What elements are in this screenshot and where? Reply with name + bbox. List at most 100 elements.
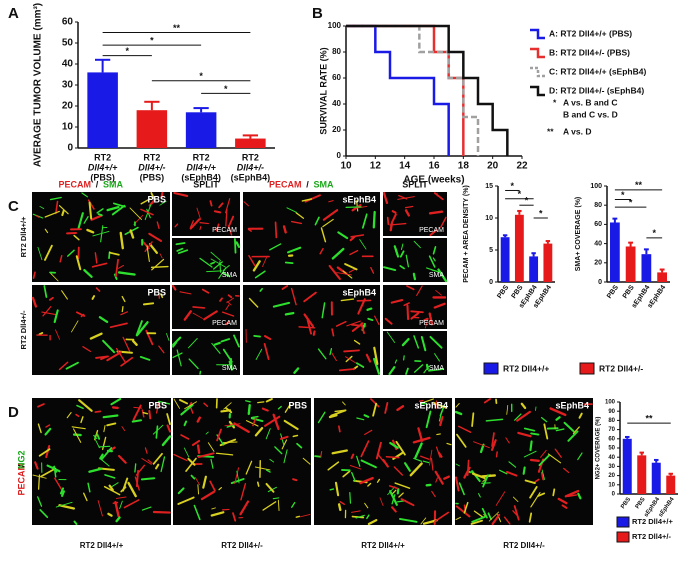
vessel: [432, 246, 437, 255]
vessel: [234, 238, 237, 254]
legend-swatch: [530, 47, 545, 59]
vessel: [423, 398, 434, 403]
vessel: [71, 426, 86, 430]
legend-swatch: [530, 85, 545, 97]
vessel: [150, 265, 169, 269]
vessel: [96, 208, 104, 214]
vessel: [391, 489, 397, 495]
vessel: [131, 419, 143, 423]
vessel: [337, 231, 349, 240]
vessel: [180, 434, 190, 440]
vessel: [129, 229, 135, 239]
vessel: [396, 405, 405, 412]
vessel: [259, 287, 263, 292]
vessel: [176, 247, 184, 252]
vessel: [423, 365, 430, 374]
vessel: [202, 475, 207, 489]
vessel: [254, 466, 271, 471]
x-tick-label: 16: [428, 161, 440, 172]
vessel: [150, 192, 156, 201]
vessel: [197, 484, 200, 495]
vessel: [292, 478, 298, 482]
bar: [500, 237, 510, 282]
vessel: [173, 191, 189, 197]
vessel: [151, 258, 165, 271]
vessel: [171, 336, 182, 346]
vessel: [222, 272, 231, 278]
legend-label: RT2 Dll4+/-: [599, 363, 643, 373]
vessel: [109, 251, 120, 256]
vessel: [495, 491, 506, 506]
vessel: [250, 417, 264, 423]
y-tick-label: 0: [67, 143, 73, 154]
vessel: [95, 287, 101, 292]
vessel: [177, 249, 189, 255]
vessel: [400, 243, 404, 250]
vessel: [135, 469, 140, 488]
significance-label: *: [199, 71, 203, 81]
vessel: [422, 317, 429, 322]
vessel: [274, 446, 283, 455]
vessel: [152, 452, 163, 465]
vessel: [201, 288, 210, 294]
significance-label: **: [635, 180, 643, 190]
vessel: [390, 298, 404, 304]
stain-label: /: [306, 179, 309, 189]
stain-label: SMA: [314, 179, 335, 189]
vessel: [455, 463, 460, 467]
vessel: [219, 261, 222, 273]
x-tick-label: PBS: [496, 284, 510, 300]
vessel: [76, 404, 84, 410]
vessel: [72, 428, 82, 443]
vessel: [350, 234, 365, 238]
vessel: [274, 221, 278, 239]
vessel: [41, 311, 58, 316]
vessel: [376, 453, 386, 464]
vessel: [45, 424, 51, 428]
vessel: [356, 417, 365, 421]
vessel: [98, 316, 109, 324]
y-tick-label: 30: [62, 80, 74, 91]
vessel: [312, 330, 316, 336]
vessel: [343, 349, 360, 353]
vessel: [134, 463, 137, 473]
vessel: [272, 413, 280, 431]
vessel: [403, 302, 410, 307]
x-tick-label: (PBS): [140, 172, 165, 182]
x-tick-label: RT2: [143, 152, 160, 162]
vessel: [458, 482, 465, 496]
vessel: [199, 225, 202, 231]
legend-label: RT2 Dll4+/-: [632, 532, 671, 541]
vessel: [372, 402, 378, 417]
vessel: [413, 240, 421, 249]
vessel: [403, 355, 405, 361]
vessel: [152, 510, 171, 514]
vessel: [383, 266, 397, 271]
treatment-label: sEphB4: [414, 400, 448, 410]
y-tick-label: 50: [608, 446, 615, 452]
x-tick-label: Dll4+/+: [88, 162, 118, 172]
vessel: [425, 410, 432, 429]
vessel: [81, 192, 89, 198]
legend-swatch: [530, 66, 545, 78]
vessel: [203, 310, 218, 321]
vessel: [144, 447, 148, 454]
significance-label: *: [518, 189, 522, 199]
micrograph: [243, 285, 380, 375]
vessel: [393, 466, 404, 476]
vessel: [122, 477, 129, 492]
vessel: [320, 227, 327, 243]
vessel: [218, 267, 227, 279]
vessel: [87, 482, 91, 493]
vessel: [219, 297, 223, 302]
vessel: [83, 268, 93, 278]
y-tick-label: 40: [594, 240, 602, 247]
vessel: [52, 466, 58, 473]
vessel: [173, 398, 180, 409]
bar: [543, 243, 553, 282]
vessel: [119, 500, 123, 509]
vessel: [455, 505, 471, 518]
vessel: [384, 401, 389, 414]
vessel: [196, 444, 201, 454]
